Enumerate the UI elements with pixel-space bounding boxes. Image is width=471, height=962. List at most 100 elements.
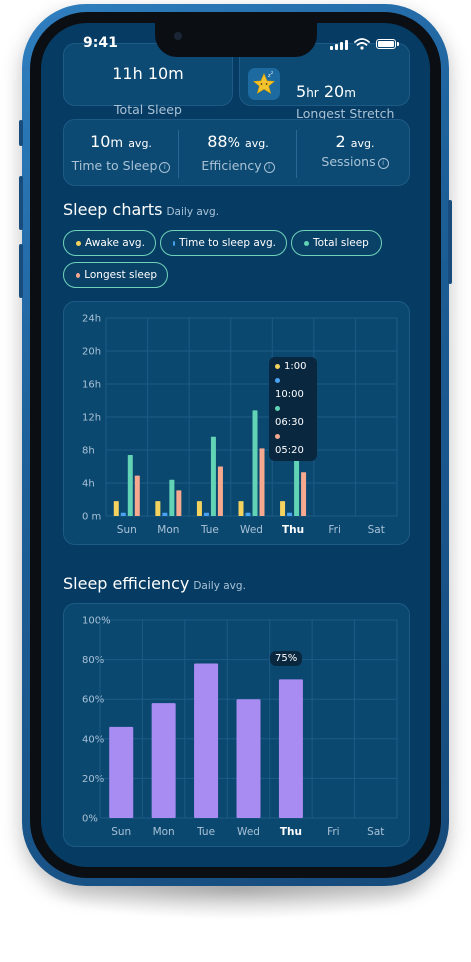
bar bbox=[196, 501, 202, 516]
x-tick-label: Sat bbox=[368, 524, 385, 536]
bar bbox=[210, 436, 216, 516]
bar bbox=[113, 501, 119, 516]
bar bbox=[127, 454, 133, 516]
battery-icon bbox=[376, 39, 399, 49]
sleep-chart-card: 0 m 4h 8h 12h 16h 20h 24h Sun Mon Tue Wed Thu Fri Sat… bbox=[63, 301, 410, 545]
bar bbox=[169, 479, 175, 516]
x-tick-label: Thu bbox=[282, 524, 304, 536]
front-camera bbox=[174, 32, 182, 40]
efficiency-chart: 0% 20% 40% 60% 80% 100% Sun Mon Tue Wed Thu Fri Sat bbox=[82, 616, 398, 838]
x-tick-label: Fri bbox=[327, 826, 340, 838]
longest-sleep-dot-icon bbox=[76, 272, 81, 278]
y-tick-label: 60% bbox=[82, 695, 104, 706]
tooltip-total-sleep: 06:30 bbox=[275, 417, 304, 428]
y-tick-label: 20% bbox=[82, 774, 104, 785]
info-icon[interactable]: i bbox=[159, 162, 171, 173]
bar bbox=[217, 466, 223, 516]
stat-value: 2 avg. bbox=[335, 132, 375, 151]
bar bbox=[194, 663, 219, 818]
bar bbox=[134, 475, 140, 516]
x-tick-label: Sun bbox=[111, 826, 131, 838]
svg-text:z: z bbox=[271, 70, 273, 75]
bar bbox=[162, 512, 168, 516]
bar bbox=[109, 726, 134, 818]
mute-switch bbox=[19, 120, 23, 146]
stats-divider bbox=[178, 130, 179, 178]
status-time: 9:41 bbox=[83, 35, 118, 51]
x-tick-label: Wed bbox=[240, 524, 263, 536]
svg-text:z: z bbox=[268, 73, 271, 79]
y-tick-label: 8h bbox=[82, 446, 95, 457]
stat-label: Time to Sleep i bbox=[64, 158, 178, 173]
x-tick-label: Wed bbox=[237, 826, 260, 838]
x-tick-label: Thu bbox=[280, 826, 302, 838]
info-icon[interactable]: i bbox=[377, 158, 389, 169]
y-tick-label: 100% bbox=[82, 616, 111, 627]
tooltip-time-to-sleep: 10:00 bbox=[275, 389, 304, 400]
notch bbox=[155, 23, 317, 57]
stat-label: Efficiency i bbox=[181, 158, 295, 173]
y-tick-label: 40% bbox=[82, 734, 104, 745]
bar bbox=[245, 512, 251, 516]
y-tick-label: 20h bbox=[82, 347, 101, 358]
volume-up-button bbox=[19, 176, 23, 230]
stats-divider bbox=[296, 130, 297, 178]
wifi-icon bbox=[354, 38, 370, 50]
bar bbox=[176, 490, 182, 516]
stat-label: Sessions i bbox=[298, 154, 412, 169]
total-sleep-label: Total Sleep bbox=[114, 102, 182, 117]
awake-dot-icon bbox=[76, 240, 81, 246]
bar bbox=[155, 501, 161, 516]
longest-stretch-label: Longest Stretch bbox=[296, 106, 395, 121]
sleep-efficiency-title: Sleep efficiency Daily avg. bbox=[63, 574, 246, 593]
sleep-charts-title: Sleep charts Daily avg. bbox=[63, 200, 220, 219]
bar bbox=[278, 679, 303, 818]
y-tick-label: 0 m bbox=[82, 512, 101, 523]
x-tick-label: Fri bbox=[328, 524, 341, 536]
stats-card: 10m avg. Time to Sleep i 88% avg. Efficiency… bbox=[63, 119, 410, 186]
volume-down-button bbox=[19, 244, 23, 298]
efficiency-chart-card: 0% 20% 40% 60% 80% 100% Sun Mon Tue Wed Thu Fri Sat … bbox=[63, 603, 410, 847]
bar bbox=[238, 501, 244, 516]
bar bbox=[203, 512, 209, 516]
power-button bbox=[448, 200, 452, 284]
x-tick-label: Mon bbox=[157, 524, 179, 536]
info-icon[interactable]: i bbox=[263, 162, 275, 173]
y-tick-label: 0% bbox=[82, 814, 98, 825]
y-tick-label: 80% bbox=[82, 655, 104, 666]
x-tick-label: Sun bbox=[117, 524, 137, 536]
stat-value: 10m avg. bbox=[90, 132, 152, 151]
bar bbox=[280, 501, 286, 516]
bar bbox=[151, 703, 176, 818]
x-tick-label: Tue bbox=[196, 826, 215, 838]
sleep-chart: 0 m 4h 8h 12h 16h 20h 24h Sun Mon Tue Wed Thu Fri Sat bbox=[82, 314, 398, 536]
filter-longest-sleep[interactable]: Longest sleep bbox=[63, 262, 168, 288]
sleep-chart-tooltip: 1:00 10:00 06:30 05:20 bbox=[269, 357, 317, 461]
bar bbox=[236, 699, 261, 818]
filter-awake-avg[interactable]: Awake avg. bbox=[63, 230, 156, 256]
y-tick-label: 4h bbox=[82, 479, 95, 490]
longest-stretch-value: 5hr 20m bbox=[296, 82, 356, 101]
time-to-sleep-dot-icon bbox=[173, 240, 176, 246]
stat-value: 88% avg. bbox=[207, 132, 269, 151]
total-sleep-card[interactable]: 11h 10m Total Sleep bbox=[63, 43, 233, 117]
x-tick-label: Sat bbox=[367, 826, 384, 838]
y-tick-label: 16h bbox=[82, 380, 101, 391]
total-sleep-value: 11h 10m bbox=[112, 64, 184, 83]
y-tick-label: 24h bbox=[82, 314, 101, 325]
bar bbox=[301, 472, 307, 516]
bar bbox=[120, 512, 126, 516]
tooltip-longest-sleep: 05:20 bbox=[275, 445, 304, 456]
bar bbox=[259, 448, 265, 516]
tooltip-awake: 1:00 bbox=[284, 361, 307, 372]
status-icons bbox=[330, 38, 399, 50]
x-tick-label: Tue bbox=[200, 524, 219, 536]
filter-total-sleep[interactable]: Total sleep bbox=[291, 230, 382, 256]
bar bbox=[252, 410, 258, 516]
filter-time-to-sleep[interactable]: Time to sleep avg. bbox=[160, 230, 287, 256]
signal-icon bbox=[330, 39, 348, 50]
total-sleep-dot-icon bbox=[304, 240, 309, 246]
x-tick-label: Mon bbox=[153, 826, 175, 838]
